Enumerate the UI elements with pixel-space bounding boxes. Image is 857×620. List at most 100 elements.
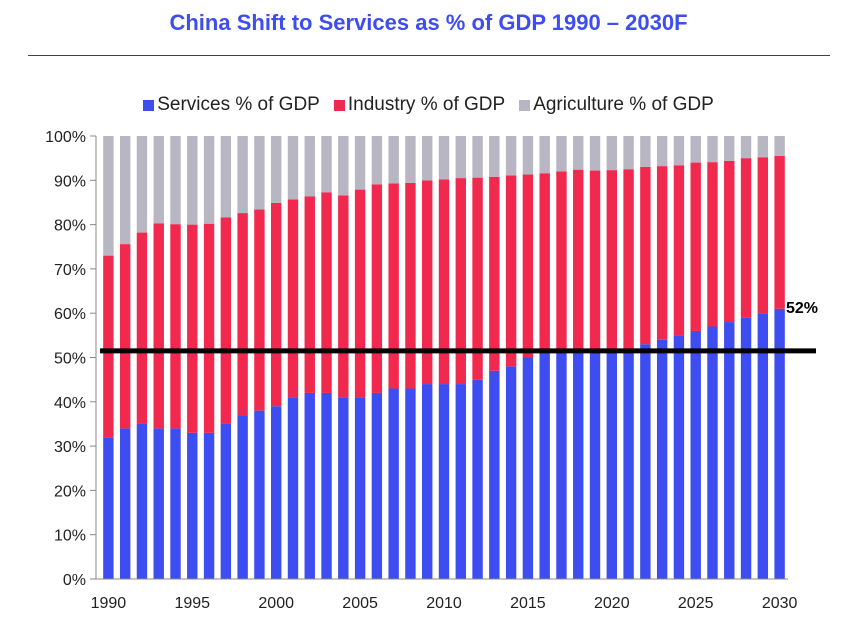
bar-services-2007 (388, 388, 399, 579)
bar-services-2021 (623, 348, 634, 579)
bar-agriculture-2007 (388, 136, 399, 184)
legend-label-industry: Industry % of GDP (347, 94, 506, 115)
bar-services-2013 (489, 370, 500, 579)
bar-industry-1996 (203, 223, 215, 433)
bar-services-2030 (774, 308, 785, 579)
bar-industry-2026 (707, 162, 718, 327)
bar-services-2018 (573, 348, 584, 579)
bar-services-2001 (287, 397, 299, 579)
legend-swatch-services (143, 99, 155, 111)
legend-item-services: Services % of GDP (143, 94, 320, 116)
x-tick-label: 2030 (762, 595, 798, 612)
bar-industry-2025 (690, 162, 701, 331)
bar-industry-2006 (371, 184, 383, 393)
bar-services-2024 (673, 335, 685, 579)
bar-industry-2010 (438, 179, 450, 385)
bar-services-2023 (656, 339, 668, 579)
bar-industry-1999 (254, 209, 265, 411)
bar-services-2008 (405, 388, 416, 579)
bar-agriculture-2013 (489, 136, 500, 177)
bar-services-1992 (136, 423, 148, 579)
bar-agriculture-2022 (640, 136, 651, 168)
bar-agriculture-1997 (220, 136, 232, 218)
bar-agriculture-2006 (371, 136, 383, 185)
bar-services-2017 (556, 348, 567, 579)
bar-industry-2008 (405, 182, 416, 389)
bar-services-2019 (589, 348, 601, 579)
bar-agriculture-1993 (153, 136, 164, 224)
bar-agriculture-2003 (321, 136, 332, 193)
x-tick-label: 2020 (594, 595, 630, 612)
bar-industry-2019 (589, 170, 601, 349)
bar-agriculture-2030 (774, 136, 785, 156)
bar-services-2014 (505, 366, 517, 579)
y-tick-label: 10% (54, 528, 86, 545)
bar-agriculture-2010 (438, 136, 450, 180)
y-tick-label: 70% (54, 262, 86, 279)
bar-industry-2003 (321, 192, 332, 393)
bar-services-2028 (740, 317, 752, 579)
bar-industry-1993 (153, 223, 164, 429)
bar-industry-2018 (573, 169, 584, 349)
bar-industry-2030 (774, 155, 785, 309)
bar-industry-2000 (270, 202, 282, 407)
bar-services-1998 (237, 415, 248, 579)
bar-services-2010 (438, 384, 450, 579)
bar-agriculture-2008 (405, 136, 416, 183)
bar-agriculture-1998 (237, 136, 248, 214)
title-divider (28, 55, 830, 56)
bar-services-2000 (270, 406, 282, 579)
bar-industry-2022 (640, 167, 651, 345)
bar-industry-2020 (606, 170, 618, 349)
bar-agriculture-2001 (287, 136, 299, 200)
bar-industry-1992 (136, 232, 148, 424)
bar-services-2029 (757, 313, 769, 579)
bar-industry-1997 (220, 217, 232, 424)
bar-agriculture-2017 (556, 136, 567, 172)
bar-agriculture-2012 (472, 136, 483, 178)
bar-industry-2001 (287, 199, 299, 398)
bar-industry-2011 (455, 178, 466, 385)
bar-services-2025 (690, 330, 701, 579)
reference-line-label: 52% (786, 300, 818, 317)
bar-industry-1998 (237, 213, 248, 416)
y-tick-label: 40% (54, 395, 86, 412)
bar-services-2012 (472, 379, 483, 579)
bar-services-2006 (371, 392, 383, 579)
bar-industry-2009 (422, 180, 433, 385)
bar-agriculture-2026 (707, 136, 718, 163)
bar-services-1991 (119, 428, 131, 579)
bar-services-2016 (539, 348, 550, 579)
bar-services-1997 (220, 423, 232, 579)
bar-agriculture-2029 (757, 136, 769, 158)
bar-agriculture-1994 (170, 136, 181, 225)
y-tick-label: 80% (54, 218, 86, 235)
chart-title: China Shift to Services as % of GDP 1990… (169, 10, 688, 35)
bar-services-1990 (103, 437, 114, 579)
bar-industry-2012 (472, 177, 483, 380)
y-tick-label: 60% (54, 306, 86, 323)
bar-agriculture-2009 (422, 136, 433, 181)
bar-industry-1990 (103, 255, 114, 438)
bar-services-2003 (321, 392, 332, 579)
y-tick-label: 20% (54, 483, 86, 500)
bar-agriculture-1999 (254, 136, 265, 210)
bar-industry-2028 (740, 158, 752, 318)
x-tick-label: 2005 (342, 595, 378, 612)
x-tick-label: 2025 (678, 595, 714, 612)
bar-industry-1995 (187, 224, 198, 433)
bar-services-2009 (422, 384, 433, 579)
bar-industry-2013 (489, 176, 500, 371)
legend-label-services: Services % of GDP (157, 94, 320, 115)
bar-agriculture-2005 (354, 136, 366, 190)
bar-industry-2023 (656, 166, 668, 340)
bar-industry-2017 (556, 171, 567, 349)
bar-industry-1991 (119, 244, 131, 429)
bar-agriculture-2028 (740, 136, 752, 159)
bar-industry-2007 (388, 183, 399, 389)
legend-swatch-agriculture (519, 99, 531, 111)
bar-industry-2029 (757, 157, 769, 314)
bar-industry-2016 (539, 173, 550, 349)
bar-agriculture-2004 (338, 136, 349, 196)
